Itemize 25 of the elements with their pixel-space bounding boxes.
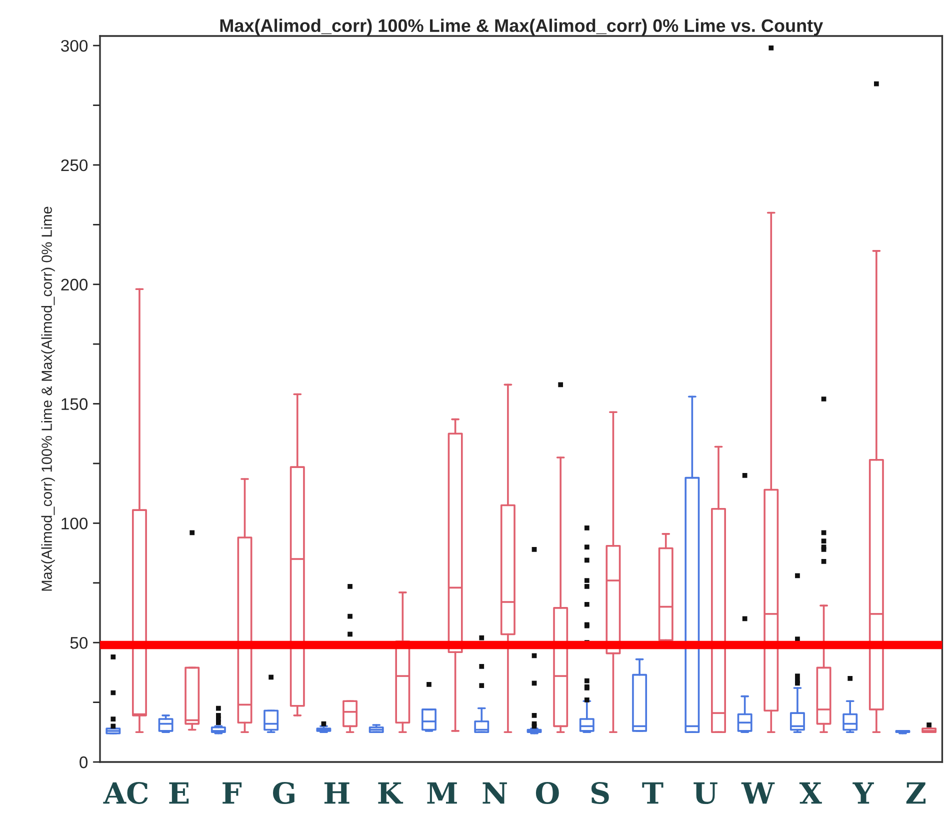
y-tick-label: 200 <box>61 278 88 291</box>
y-tick-label: 150 <box>62 398 88 410</box>
x-tick-label: T <box>642 782 664 804</box>
y-tick-label: 0 <box>80 756 88 768</box>
x-tick-label: F <box>222 782 242 804</box>
x-tick-label: H <box>324 782 350 804</box>
x-tick-label: U <box>694 782 718 804</box>
x-tick-label: Z <box>906 782 926 804</box>
x-tick-label: O <box>536 782 559 804</box>
x-tick-label: X <box>799 782 822 804</box>
x-tick-label: S <box>591 782 609 804</box>
chart-title: Max(Alimod_corr) 100% Lime & Max(Alimod_corr) 0% Lime vs. County <box>220 18 824 36</box>
x-tick-label: W <box>741 782 775 804</box>
x-tick-label: N <box>482 782 507 804</box>
y-tick-label: 250 <box>61 159 88 172</box>
y-tick-label: 50 <box>70 636 88 649</box>
x-tick-label: M <box>427 782 457 804</box>
y-tick-label: 300 <box>61 40 88 52</box>
y-tick-label: 100 <box>62 518 88 530</box>
y-axis-title: Max(Alimod_corr) 100% Lime & Max(Alimod_corr) 0% Lime <box>41 206 55 591</box>
x-tick-label: AC <box>103 782 148 804</box>
x-tick-label: K <box>378 782 404 804</box>
x-tick-label: G <box>273 782 294 804</box>
x-tick-label: E <box>169 782 189 804</box>
x-tick-label: Y <box>852 782 874 804</box>
